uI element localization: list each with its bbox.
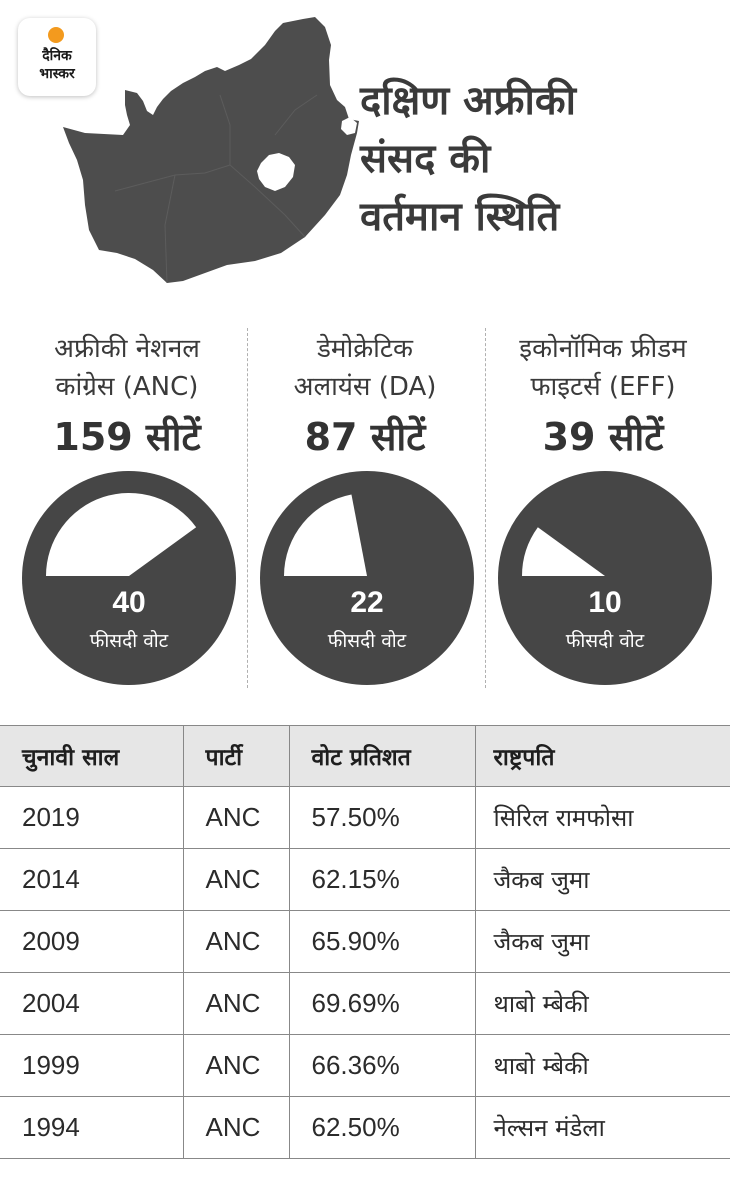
header-vote-percent: वोट प्रतिशत [288,725,475,787]
pie-chart-svg [260,471,474,685]
vote-percent: 40 [112,586,146,619]
table-row: 1999 ANC 66.36% थाबो म्बेकी [0,1034,730,1097]
sun-icon [48,27,64,43]
party-seats: 39 सीटें [542,415,664,459]
vote-percent: 22 [350,586,384,619]
vote-label: फीसदी वोट [89,630,169,652]
pie-background [498,471,712,685]
cell-party: ANC [182,848,289,911]
south-africa-map [63,17,359,284]
south-africa-shape [63,17,359,283]
pie-slice-da [284,494,367,576]
cell-vote-percent: 62.50% [288,1096,475,1159]
cell-year: 1994 [0,1096,183,1159]
pie-eff: 10 फीसदी वोट [495,468,715,688]
header-party: पार्टी [182,725,289,787]
lesotho-shape [257,153,295,191]
cell-year: 2014 [0,848,183,911]
title-line2: संसद की [360,136,491,182]
title-line3: वर्तमान स्थिति [360,194,560,240]
pie-slice-eff [522,527,605,576]
cell-year: 1999 [0,1034,183,1097]
cell-vote-percent: 69.69% [288,972,475,1035]
title-line1: दक्षिण अफ्रीकी [360,78,576,124]
cell-president: थाबो म्बेकी [474,1034,730,1097]
pie-chart-svg [498,471,712,685]
pie-da: 22 फीसदी वोट [257,468,477,688]
party-name-line2: कांग्रेस (ANC) [55,372,199,402]
election-history-table: चुनावी साल पार्टी वोट प्रतिशत राष्ट्रपति… [0,725,730,1159]
table-row: 2019 ANC 57.50% सिरिल रामफोसा [0,786,730,849]
table-row: 1994 ANC 62.50% नेल्सन मंडेला [0,1096,730,1159]
cell-president: जैकब जुमा [474,910,730,973]
pie-chart-svg [22,471,236,685]
vote-label: फीसदी वोट [327,630,407,652]
party-seats: 87 सीटें [304,415,426,459]
table-row: 2009 ANC 65.90% जैकब जुमा [0,910,730,973]
cell-president: जैकब जुमा [474,848,730,911]
party-name-line1: अफ्रीकी नेशनल [54,334,200,364]
cell-year: 2019 [0,786,183,849]
party-da: डेमोक्रेटिक अलायंस (DA) 87 सीटें [250,330,480,462]
table-row: 2004 ANC 69.69% थाबो म्बेकी [0,972,730,1035]
party-name-line1: डेमोक्रेटिक [317,334,413,364]
cell-party: ANC [182,786,289,849]
cell-party: ANC [182,972,289,1035]
party-anc: अफ्रीकी नेशनल कांग्रेस (ANC) 159 सीटें [12,330,242,462]
header-year: चुनावी साल [0,725,183,787]
table-row: 2014 ANC 62.15% जैकब जुमा [0,848,730,911]
header-president: राष्ट्रपति [474,725,730,787]
cell-year: 2009 [0,910,183,973]
pie-slice-anc [46,492,197,576]
page-title: दक्षिण अफ्रीकी संसद की वर्तमान स्थिति [360,72,690,246]
party-name-line2: फाइटर्स (EFF) [530,372,676,402]
cell-vote-percent: 57.50% [288,786,475,849]
cell-president: नेल्सन मंडेला [474,1096,730,1159]
party-seats: 159 सीटें [53,415,201,459]
eswatini-shape [341,117,357,135]
column-divider [247,328,248,688]
table-header-row: चुनावी साल पार्टी वोट प्रतिशत राष्ट्रपति [0,725,730,787]
cell-vote-percent: 66.36% [288,1034,475,1097]
pie-anc: 40 फीसदी वोट [19,468,239,688]
logo-line2: भास्कर [39,66,75,82]
cell-year: 2004 [0,972,183,1035]
cell-party: ANC [182,1096,289,1159]
dainik-bhaskar-logo: दैनिक भास्कर [18,18,96,96]
cell-party: ANC [182,910,289,973]
vote-percent: 10 [588,586,622,619]
party-name-line2: अलायंस (DA) [293,372,437,402]
party-name-line1: इकोनॉमिक फ्रीडम [519,334,687,364]
party-eff: इकोनॉमिक फ्रीडम फाइटर्स (EFF) 39 सीटें [488,330,718,462]
cell-vote-percent: 65.90% [288,910,475,973]
cell-vote-percent: 62.15% [288,848,475,911]
cell-president: सिरिल रामफोसा [474,786,730,849]
cell-party: ANC [182,1034,289,1097]
vote-label: फीसदी वोट [565,630,645,652]
logo-line1: दैनिक [42,48,72,64]
cell-president: थाबो म्बेकी [474,972,730,1035]
column-divider [485,328,486,688]
